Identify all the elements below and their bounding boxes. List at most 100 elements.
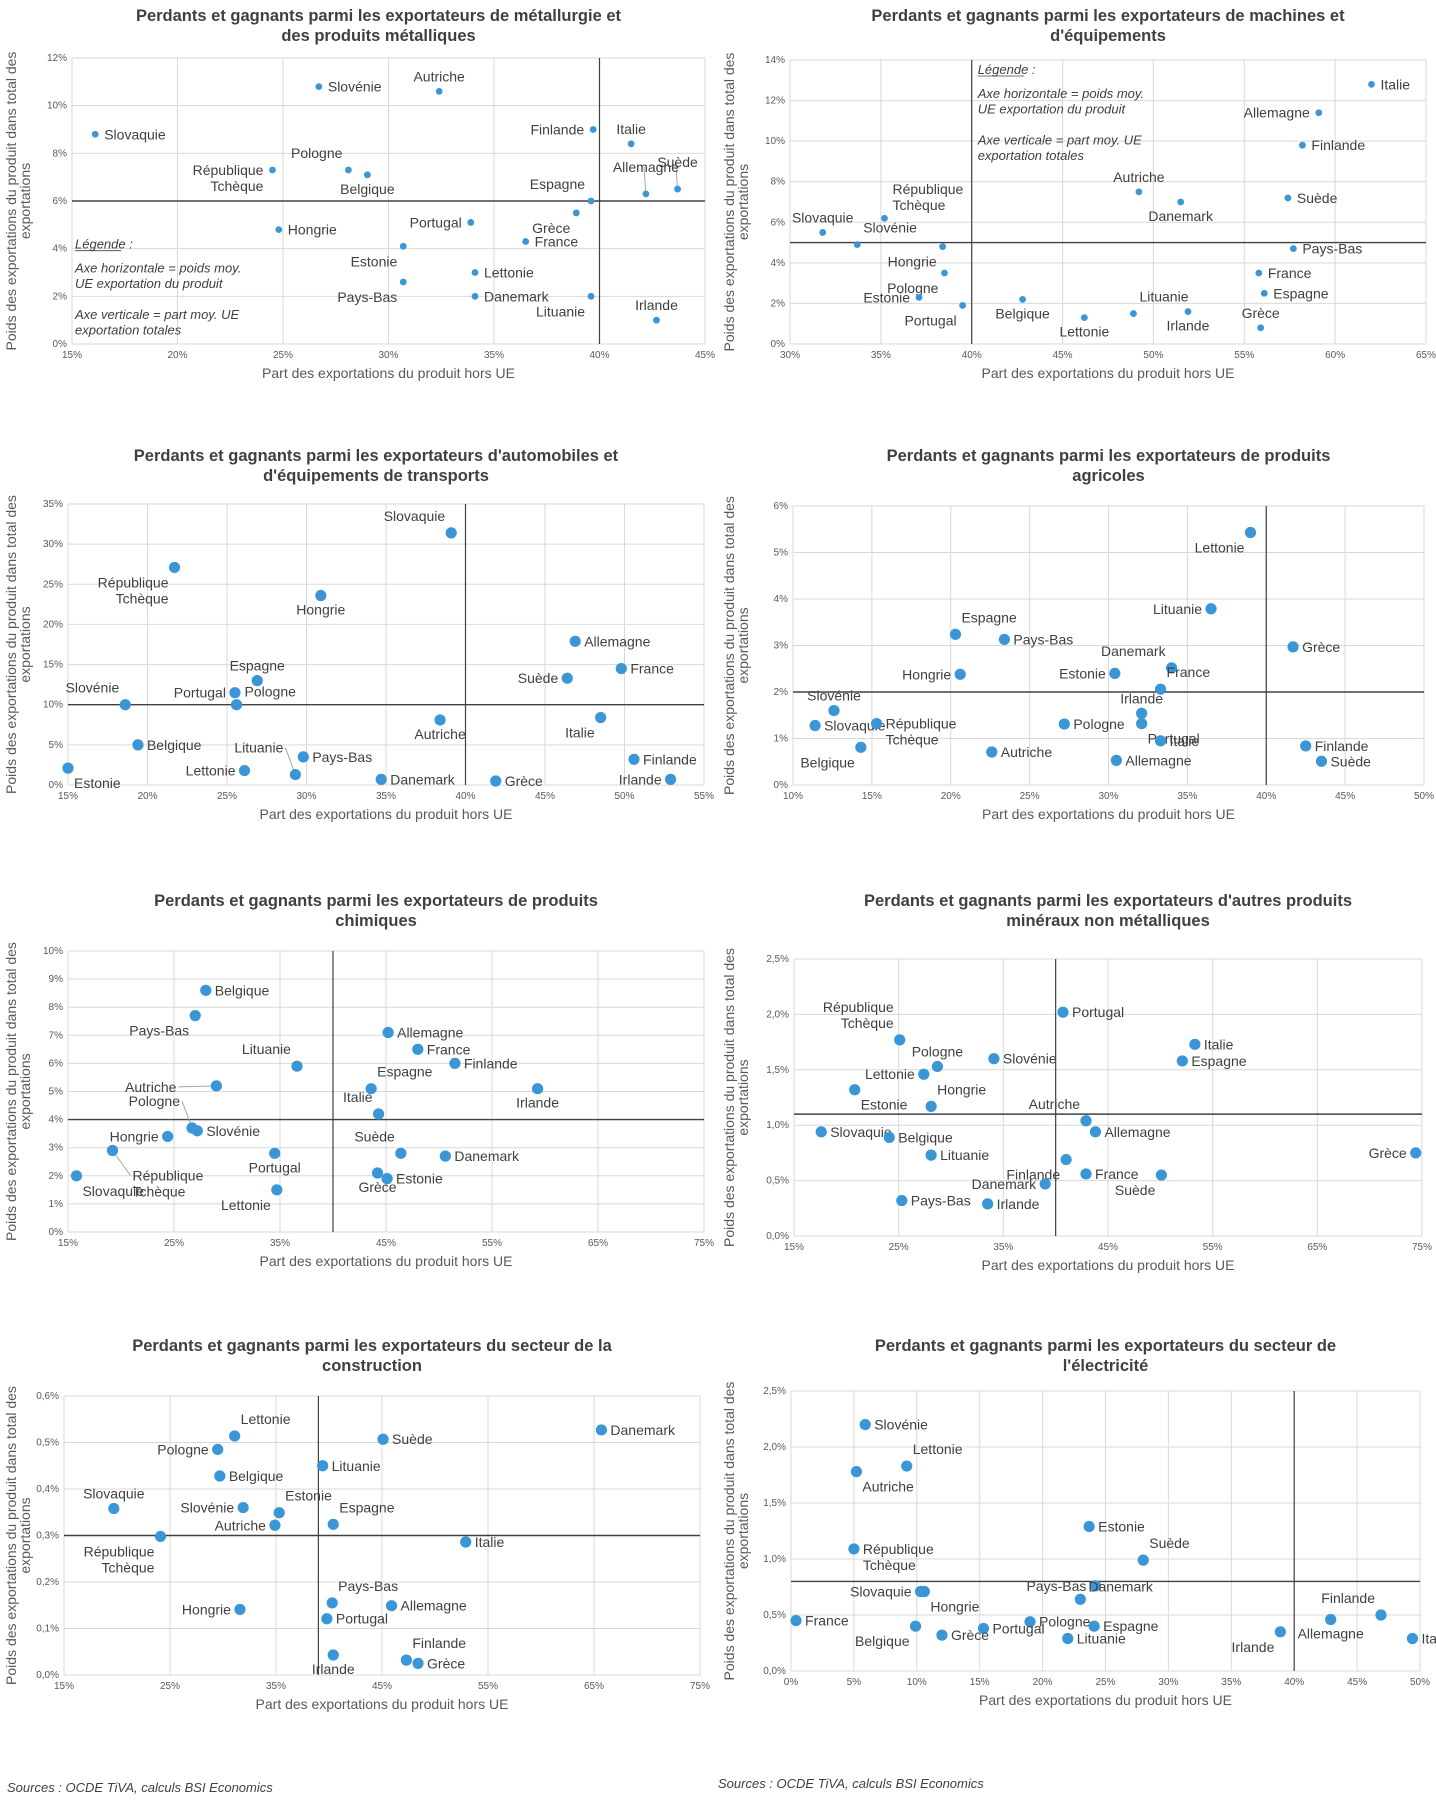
data-point-estonie[interactable] <box>915 293 923 301</box>
data-point-belgique[interactable] <box>132 739 144 751</box>
data-point-france[interactable] <box>412 1043 424 1055</box>
data-point-hongrie[interactable] <box>315 589 327 602</box>
data-point-estonie[interactable] <box>1083 1520 1095 1533</box>
data-point-irlande[interactable] <box>653 316 660 324</box>
data-point-finlande[interactable] <box>589 126 597 133</box>
data-point-pologne[interactable] <box>212 1443 224 1456</box>
data-point-suede[interactable] <box>561 672 573 684</box>
data-point-irlande[interactable] <box>1274 1626 1286 1638</box>
data-point-pays-bas[interactable] <box>1289 245 1297 253</box>
data-point-italie[interactable] <box>1189 1038 1201 1050</box>
data-point-suede[interactable] <box>1137 1554 1149 1566</box>
data-point-belgique[interactable] <box>200 984 212 996</box>
data-point-grece[interactable] <box>1410 1147 1422 1159</box>
data-point-finlande[interactable] <box>628 753 640 765</box>
data-point-espagne[interactable] <box>1088 1620 1100 1632</box>
data-point-pays-bas[interactable] <box>896 1194 908 1207</box>
data-point-allemagne[interactable] <box>1089 1126 1102 1138</box>
data-point-lituanie[interactable] <box>1130 310 1137 317</box>
data-point-autriche[interactable] <box>435 87 443 95</box>
data-point-italie[interactable] <box>595 711 607 724</box>
data-point-estonie[interactable] <box>273 1507 285 1519</box>
data-point-slovenie[interactable] <box>859 1419 871 1431</box>
data-point-lituanie[interactable] <box>925 1149 937 1161</box>
data-point-danemark[interactable] <box>471 292 479 300</box>
data-point-estonie[interactable] <box>849 1084 861 1096</box>
data-point-france[interactable] <box>1154 683 1167 695</box>
data-point-autriche[interactable] <box>269 1519 281 1531</box>
data-point-slovenie[interactable] <box>237 1502 249 1514</box>
data-point-lettonie[interactable] <box>471 269 479 276</box>
data-point-lettonie[interactable] <box>238 764 251 777</box>
data-point-france[interactable] <box>1080 1168 1092 1180</box>
data-point-finlande[interactable] <box>449 1057 461 1069</box>
data-point-danemark[interactable] <box>595 1424 608 1436</box>
data-point-espagne[interactable] <box>327 1518 339 1530</box>
data-point-grece[interactable] <box>572 209 580 217</box>
data-point-pologne[interactable] <box>1024 1616 1036 1628</box>
data-point-slovaquie[interactable] <box>91 130 99 138</box>
data-point-pays-bas[interactable] <box>326 1597 338 1609</box>
data-point-lituanie[interactable] <box>587 292 595 300</box>
data-point-belgique[interactable] <box>364 171 371 179</box>
data-point-allemagne[interactable] <box>382 1026 394 1039</box>
data-point-autriche[interactable] <box>1135 188 1143 196</box>
data-point-irlande[interactable] <box>531 1083 544 1095</box>
data-point-danemark[interactable] <box>439 1150 451 1162</box>
data-point-espagne[interactable] <box>1260 289 1268 297</box>
data-point-pologne[interactable] <box>941 269 948 277</box>
data-point-lettonie[interactable] <box>229 1430 241 1442</box>
data-point-finlande[interactable] <box>1060 1153 1072 1166</box>
data-point-portugal[interactable] <box>977 1622 990 1635</box>
data-point-lettonie[interactable] <box>918 1068 930 1080</box>
data-point-suede[interactable] <box>377 1433 389 1445</box>
data-point-danemark[interactable] <box>1074 1593 1086 1605</box>
data-point-pays-bas[interactable] <box>998 633 1010 646</box>
data-point-danemark[interactable] <box>375 773 387 785</box>
data-point-portugal[interactable] <box>229 687 241 699</box>
data-point-grece[interactable] <box>1287 641 1299 653</box>
data-point-allemagne[interactable] <box>1110 754 1122 766</box>
data-point-lituanie[interactable] <box>1205 603 1217 615</box>
data-point-hongrie[interactable] <box>162 1130 174 1143</box>
data-point-allemagne[interactable] <box>1325 1613 1337 1626</box>
data-point-espagne[interactable] <box>587 197 595 205</box>
data-point-hongrie[interactable] <box>925 1100 937 1112</box>
data-point-lettonie[interactable] <box>1080 314 1088 322</box>
data-point-autriche[interactable] <box>1080 1115 1092 1127</box>
data-point-slovaquie[interactable] <box>815 1126 827 1138</box>
data-point-espagne[interactable] <box>1176 1055 1188 1067</box>
data-point-slovenie[interactable] <box>988 1053 1000 1065</box>
data-point-estonie[interactable] <box>62 762 74 774</box>
data-point-portugal[interactable] <box>467 219 475 226</box>
data-point-pologne[interactable] <box>931 1060 943 1073</box>
data-point-suede[interactable] <box>395 1147 407 1159</box>
data-point-slovenie[interactable] <box>191 1125 203 1137</box>
data-point-hongrie[interactable] <box>918 1585 930 1598</box>
data-point-slovaquie[interactable] <box>819 229 827 236</box>
data-point-pologne[interactable] <box>230 699 243 711</box>
data-point-republique-tcheque[interactable] <box>848 1543 860 1555</box>
data-point-pays-bas[interactable] <box>189 1010 201 1022</box>
data-point-autriche[interactable] <box>434 714 446 726</box>
data-point-finlande[interactable] <box>1299 141 1306 149</box>
data-point-republique-tcheque[interactable] <box>154 1530 167 1543</box>
data-point-danemark[interactable] <box>1177 198 1185 206</box>
data-point-suede[interactable] <box>1284 194 1292 202</box>
data-point-belgique[interactable] <box>855 741 867 753</box>
data-point-finlande[interactable] <box>1375 1609 1387 1621</box>
data-point-italie[interactable] <box>627 140 635 148</box>
data-point-republique-tcheque[interactable] <box>106 1144 119 1157</box>
data-point-lituanie[interactable] <box>1062 1632 1074 1645</box>
data-point-pays-bas[interactable] <box>1089 1580 1102 1592</box>
data-point-irlande[interactable] <box>982 1198 994 1210</box>
data-point-slovaquie[interactable] <box>70 1170 83 1182</box>
data-point-allemagne[interactable] <box>1315 109 1323 117</box>
data-point-slovaquie[interactable] <box>108 1502 120 1515</box>
data-point-allemagne[interactable] <box>569 635 581 647</box>
data-point-allemagne[interactable] <box>385 1600 398 1612</box>
data-point-pologne[interactable] <box>345 166 352 174</box>
data-point-espagne[interactable] <box>251 675 263 687</box>
data-point-italie[interactable] <box>1154 735 1167 747</box>
data-point-slovaquie[interactable] <box>809 719 821 732</box>
